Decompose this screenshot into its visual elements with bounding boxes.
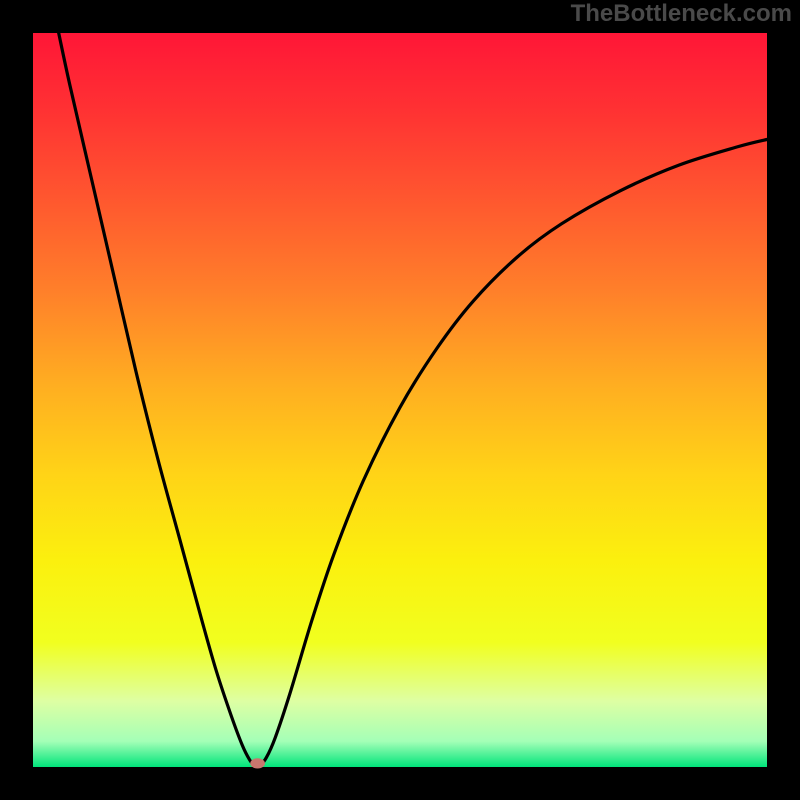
- optimal-point-marker: [250, 758, 265, 768]
- chart-stage: TheBottleneck.com: [0, 0, 800, 800]
- bottleneck-chart: [0, 0, 800, 800]
- watermark-text: TheBottleneck.com: [571, 0, 792, 28]
